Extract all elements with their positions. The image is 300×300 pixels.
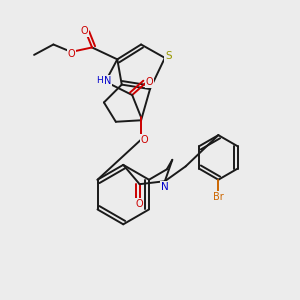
Text: O: O: [81, 26, 88, 36]
Text: N: N: [161, 182, 169, 192]
Text: O: O: [136, 199, 143, 209]
Text: H: H: [96, 76, 103, 85]
Text: O: O: [145, 77, 153, 87]
Text: Br: Br: [213, 192, 224, 202]
Text: N: N: [104, 76, 112, 86]
Text: O: O: [68, 49, 75, 59]
Text: S: S: [165, 51, 172, 62]
Text: O: O: [141, 135, 148, 145]
